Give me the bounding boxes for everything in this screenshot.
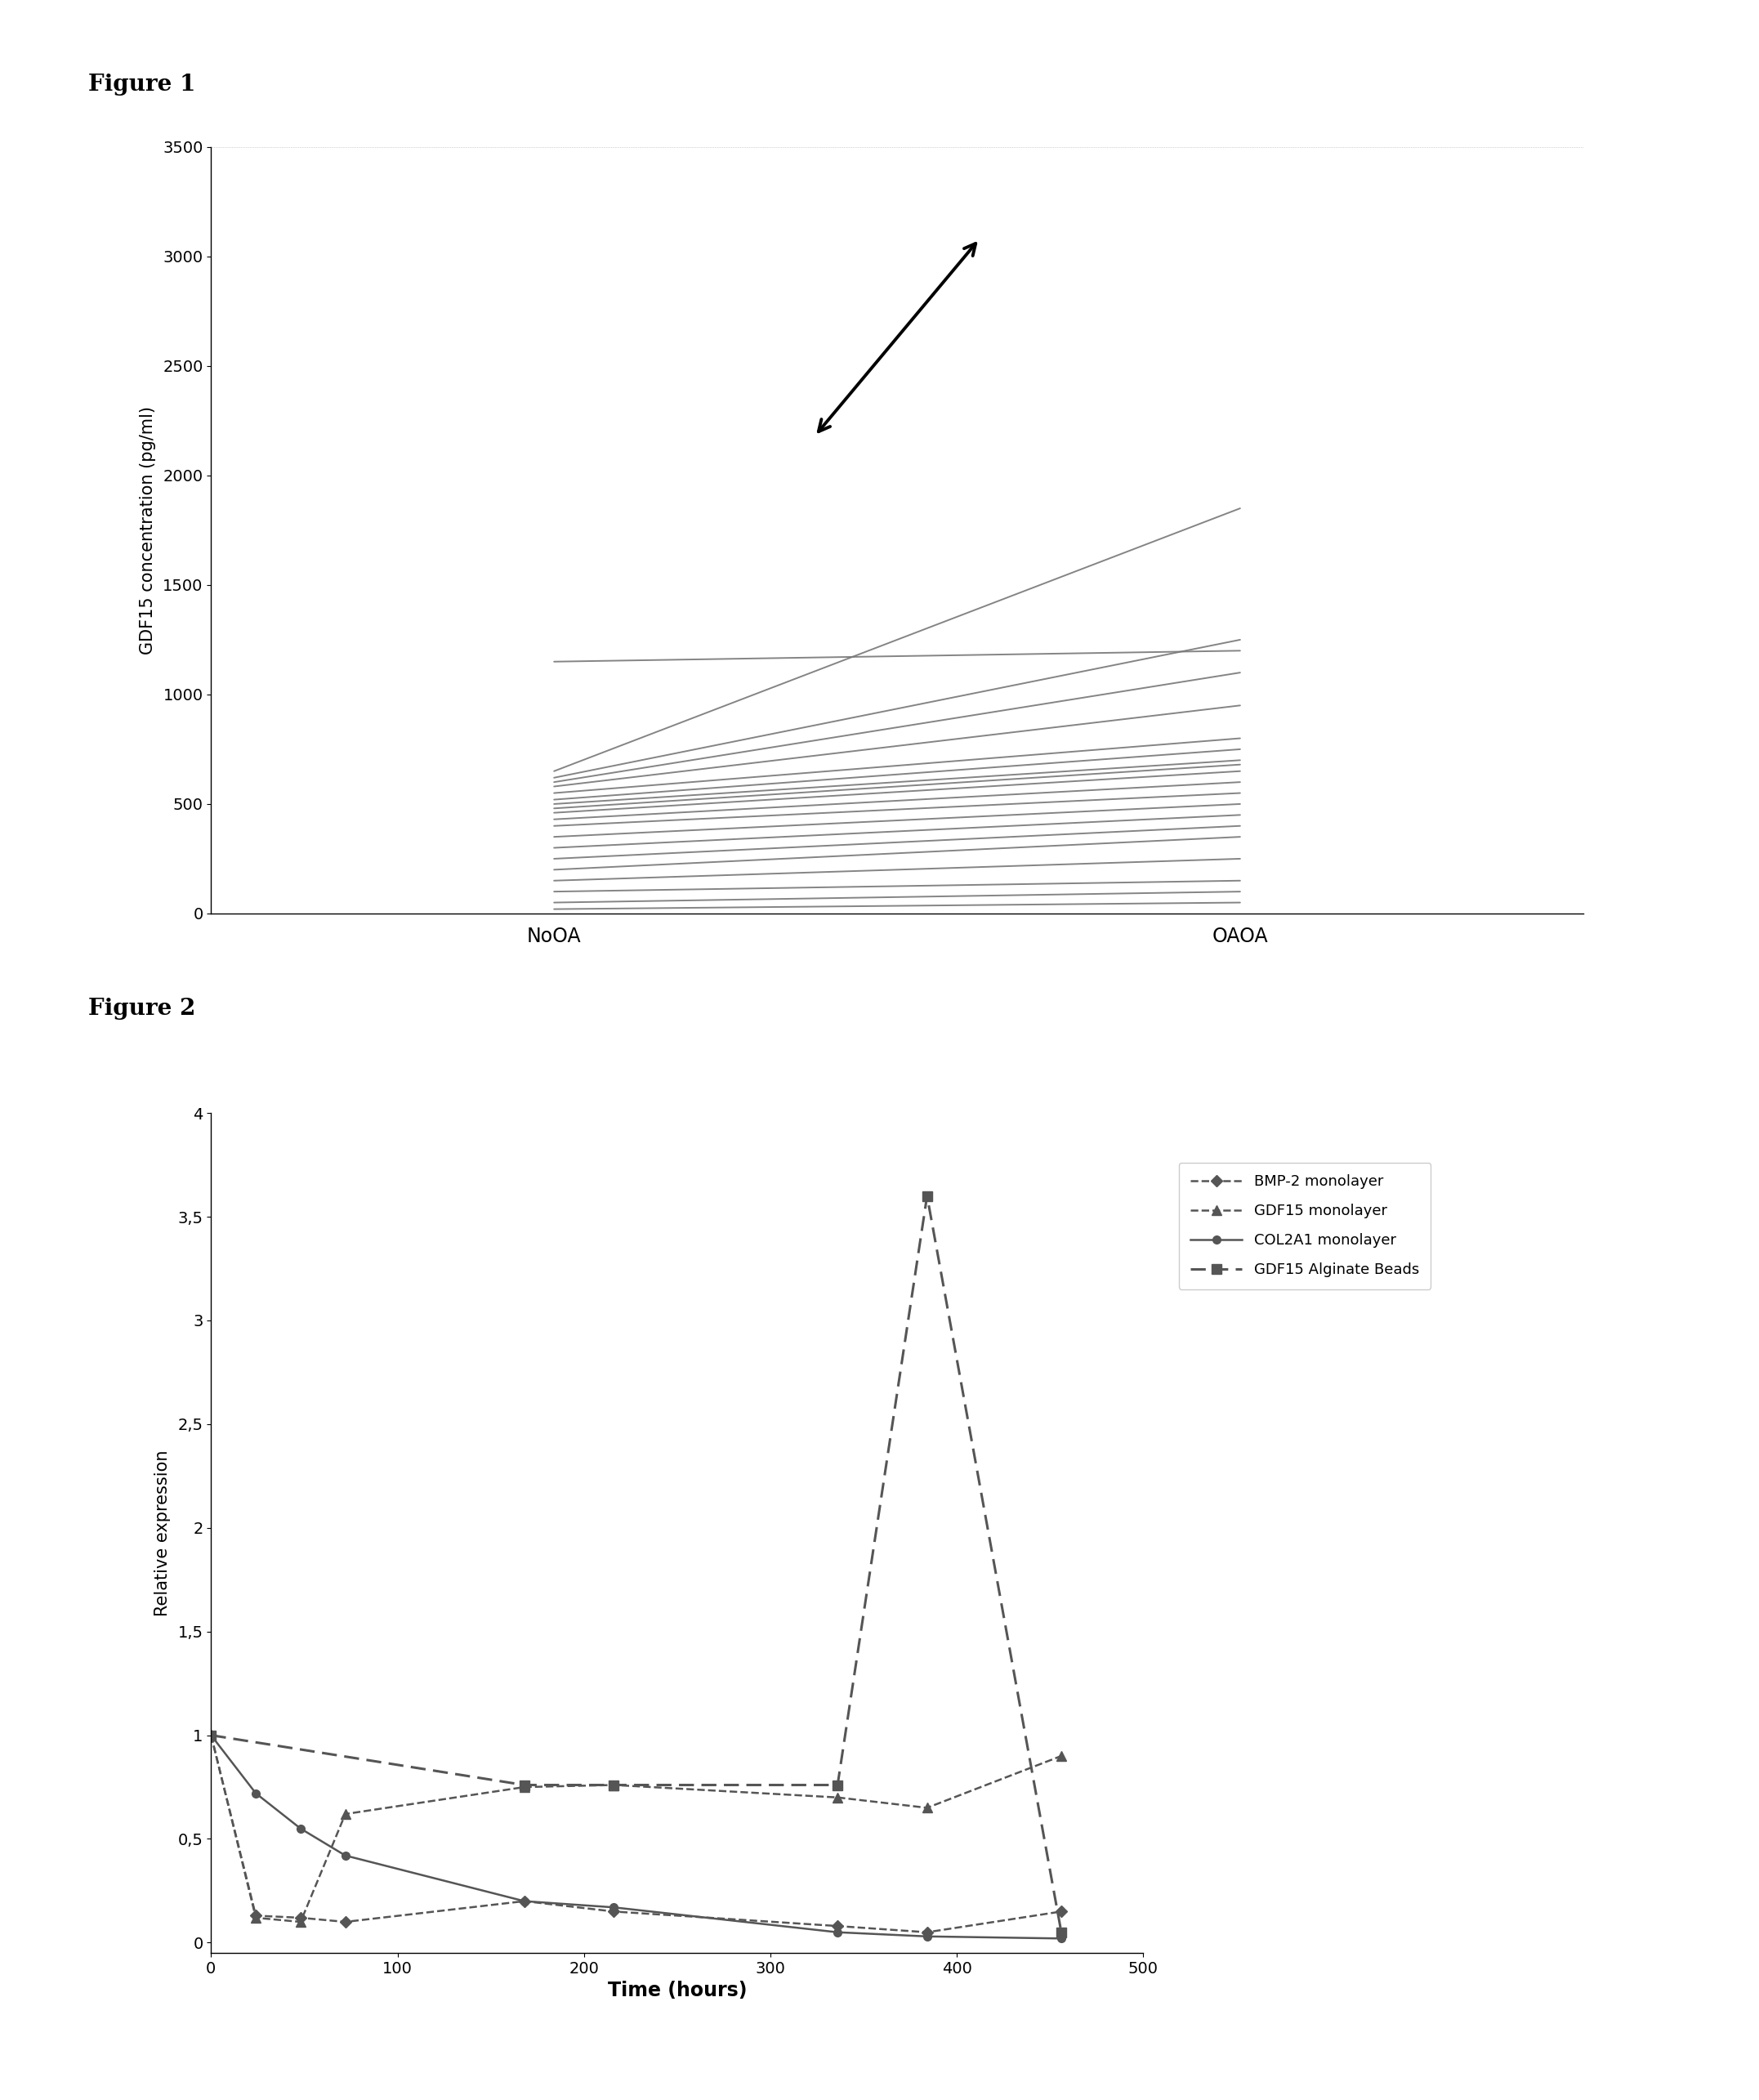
- Line: BMP-2 monolayer: BMP-2 monolayer: [208, 1730, 1066, 1936]
- Text: Figure 1: Figure 1: [88, 74, 195, 97]
- COL2A1 monolayer: [603, 1894, 624, 1919]
- BMP-2 monolayer: [334, 1909, 355, 1934]
- GDF15 monolayer: [603, 1772, 624, 1798]
- COL2A1 monolayer: [245, 1781, 266, 1806]
- COL2A1 monolayer: [201, 1722, 222, 1747]
- COL2A1 monolayer: [334, 1844, 355, 1869]
- GDF15 Alginate Beads: [827, 1772, 848, 1798]
- Legend: BMP-2 monolayer, GDF15 monolayer, COL2A1 monolayer, GDF15 Alginate Beads: BMP-2 monolayer, GDF15 monolayer, COL2A1…: [1179, 1163, 1432, 1289]
- GDF15 monolayer: [290, 1909, 311, 1934]
- GDF15 Alginate Beads: [514, 1772, 535, 1798]
- Text: Figure 2: Figure 2: [88, 998, 195, 1021]
- Y-axis label: Relative expression: Relative expression: [155, 1449, 171, 1617]
- BMP-2 monolayer: [201, 1722, 222, 1747]
- GDF15 monolayer: [245, 1905, 266, 1930]
- GDF15 monolayer: [916, 1796, 938, 1821]
- COL2A1 monolayer: [290, 1816, 311, 1842]
- Line: COL2A1 monolayer: COL2A1 monolayer: [208, 1730, 1066, 1942]
- Line: GDF15 monolayer: GDF15 monolayer: [206, 1730, 1066, 1926]
- COL2A1 monolayer: [827, 1919, 848, 1945]
- GDF15 monolayer: [514, 1774, 535, 1800]
- GDF15 Alginate Beads: [201, 1722, 222, 1747]
- GDF15 monolayer: [334, 1802, 355, 1827]
- COL2A1 monolayer: [916, 1924, 938, 1949]
- BMP-2 monolayer: [514, 1888, 535, 1913]
- GDF15 monolayer: [827, 1785, 848, 1810]
- GDF15 Alginate Beads: [1050, 1919, 1071, 1945]
- BMP-2 monolayer: [827, 1913, 848, 1938]
- Line: GDF15 Alginate Beads: GDF15 Alginate Beads: [206, 1191, 1066, 1938]
- GDF15 Alginate Beads: [916, 1184, 938, 1210]
- COL2A1 monolayer: [514, 1888, 535, 1913]
- BMP-2 monolayer: [290, 1905, 311, 1930]
- Y-axis label: GDF15 concentration (pg/ml): GDF15 concentration (pg/ml): [139, 405, 157, 655]
- BMP-2 monolayer: [916, 1919, 938, 1945]
- BMP-2 monolayer: [603, 1898, 624, 1924]
- GDF15 monolayer: [1050, 1743, 1071, 1768]
- GDF15 monolayer: [201, 1722, 222, 1747]
- X-axis label: Time (hours): Time (hours): [607, 1980, 748, 2001]
- GDF15 Alginate Beads: [603, 1772, 624, 1798]
- BMP-2 monolayer: [245, 1903, 266, 1928]
- BMP-2 monolayer: [1050, 1898, 1071, 1924]
- COL2A1 monolayer: [1050, 1926, 1071, 1951]
